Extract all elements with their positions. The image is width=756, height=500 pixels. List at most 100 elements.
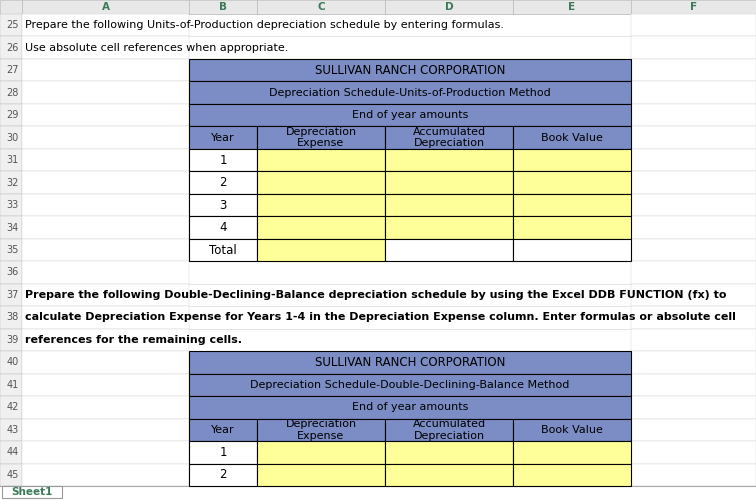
Text: Accumulated
Depreciation: Accumulated Depreciation [413,127,485,148]
Bar [385,126,513,149]
Bar [385,194,513,216]
Bar [257,216,385,239]
Bar [0,126,22,149]
Bar [513,441,631,464]
Bar [189,374,631,396]
Bar [189,0,257,14]
Bar [385,464,513,486]
Bar [22,149,189,172]
Bar [189,194,257,216]
Text: 43: 43 [7,425,19,435]
Bar [631,441,756,464]
Text: 31: 31 [7,155,19,165]
Text: Book Value: Book Value [541,425,603,435]
Bar [22,172,189,194]
Bar [0,59,22,82]
Bar [385,0,513,14]
Text: 32: 32 [7,178,19,188]
Text: C: C [318,2,325,12]
Bar [22,418,189,441]
Text: 34: 34 [7,222,19,232]
Bar [189,464,257,486]
Bar [631,418,756,441]
Bar [189,441,257,464]
Text: Prepare the following Units-of-Production depreciation schedule by entering form: Prepare the following Units-of-Productio… [25,20,504,30]
Text: A: A [101,2,110,12]
Bar [257,464,385,486]
Bar [0,104,22,126]
Bar [22,104,189,126]
Text: 30: 30 [7,132,19,142]
Text: Year: Year [211,132,235,142]
Bar [513,126,631,149]
Bar [189,172,257,194]
Text: SULLIVAN RANCH CORPORATION: SULLIVAN RANCH CORPORATION [314,64,505,76]
Bar [0,418,22,441]
Bar [513,418,631,441]
Text: D: D [445,2,454,12]
Bar [257,418,385,441]
Bar [22,374,189,396]
Bar [631,104,756,126]
Bar [631,306,756,328]
Bar [22,351,189,374]
Bar [0,0,22,14]
Bar [189,418,257,441]
Bar [631,464,756,486]
Bar [0,464,22,486]
Bar [631,216,756,239]
Bar [631,261,756,283]
Bar [513,216,631,239]
Text: 1: 1 [219,154,227,166]
Text: 36: 36 [7,268,19,278]
Bar [22,441,189,464]
Bar [22,261,189,283]
Bar [631,328,756,351]
Bar [257,172,385,194]
Text: 33: 33 [7,200,19,210]
Text: Total: Total [209,244,237,256]
Bar [2,486,62,498]
Bar [0,396,22,418]
Bar [189,149,257,172]
Bar [189,82,631,104]
Bar [22,36,189,59]
Bar [631,82,756,104]
Text: Depreciation
Expense: Depreciation Expense [286,419,357,440]
Text: 45: 45 [7,470,19,480]
Text: 40: 40 [7,358,19,368]
Bar [631,126,756,149]
Bar [0,14,22,36]
Bar [22,464,189,486]
Bar [22,284,189,306]
Bar [0,374,22,396]
Text: calculate Depreciation Expense for Years 1-4 in the Depreciation Expense column.: calculate Depreciation Expense for Years… [25,312,736,322]
Text: 26: 26 [7,42,19,52]
Bar [385,239,513,261]
Bar [189,239,257,261]
Text: Prepare the following Double-Declining-Balance depreciation schedule by using th: Prepare the following Double-Declining-B… [25,290,727,300]
Bar [631,239,756,261]
Bar [22,14,189,36]
Text: F: F [690,2,697,12]
Bar [385,441,513,464]
Bar [0,36,22,59]
Bar [0,441,22,464]
Text: 28: 28 [7,88,19,98]
Bar [22,194,189,216]
Text: Accumulated
Depreciation: Accumulated Depreciation [413,419,485,440]
Text: 41: 41 [7,380,19,390]
Bar [631,36,756,59]
Text: B: B [219,2,227,12]
Text: 44: 44 [7,448,19,458]
Bar [631,149,756,172]
Text: Use absolute cell references when appropriate.: Use absolute cell references when approp… [25,42,288,52]
Bar [0,194,22,216]
Text: Year: Year [211,425,235,435]
Bar [385,172,513,194]
Bar [0,239,22,261]
Text: Sheet1: Sheet1 [11,487,53,497]
Text: 3: 3 [219,198,227,211]
Bar [631,194,756,216]
Bar [513,464,631,486]
